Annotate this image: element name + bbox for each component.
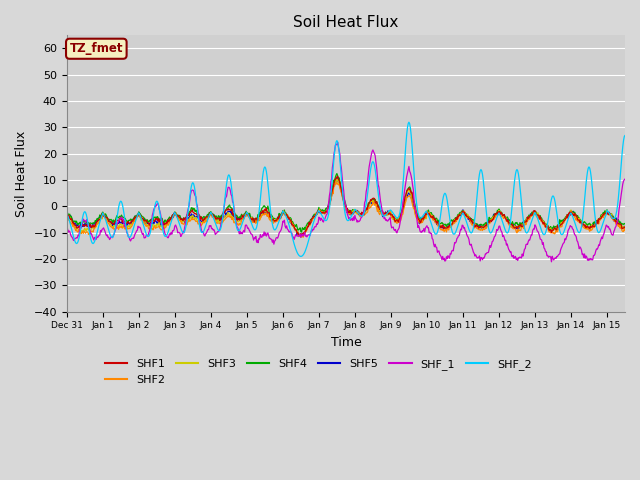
SHF1 (420, 215, 428, 221)
SHF_1 (622, 177, 630, 183)
SHF_1 (334, 139, 342, 145)
SHF1 (334, 173, 342, 179)
Title: Soil Heat Flux: Soil Heat Flux (293, 15, 399, 30)
SHF5 (63, 213, 70, 218)
SHF_1 (419, 228, 427, 234)
SHF1 (184, 212, 192, 217)
Line: SHF1: SHF1 (67, 176, 626, 235)
X-axis label: Time: Time (330, 336, 361, 349)
SHF1 (622, 225, 630, 231)
SHF_2 (420, 212, 428, 217)
SHF_1 (184, 205, 192, 211)
Line: SHF5: SHF5 (67, 179, 626, 236)
SHF3 (420, 216, 428, 221)
SHF_1 (63, 222, 70, 228)
SHF_2 (499, 219, 506, 225)
SHF_2 (63, 211, 70, 216)
Line: SHF_1: SHF_1 (67, 142, 626, 262)
SHF_2 (297, 253, 305, 259)
SHF3 (63, 213, 70, 218)
SHF4 (370, 197, 378, 203)
SHF_1 (449, 248, 456, 253)
SHF5 (370, 199, 378, 204)
SHF2 (420, 216, 428, 222)
SHF2 (499, 214, 506, 219)
SHF1 (296, 232, 303, 238)
SHF5 (622, 227, 630, 233)
SHF2 (333, 179, 340, 185)
SHF_1 (389, 224, 397, 230)
SHF5 (420, 214, 428, 219)
SHF5 (449, 220, 457, 226)
SHF4 (499, 213, 506, 219)
SHF4 (63, 210, 70, 216)
SHF3 (184, 216, 192, 222)
SHF_2 (622, 134, 630, 140)
SHF3 (449, 220, 457, 226)
SHF5 (296, 233, 304, 239)
SHF5 (184, 216, 192, 221)
Line: SHF_2: SHF_2 (67, 122, 626, 256)
Line: SHF2: SHF2 (67, 182, 626, 237)
SHF_2 (369, 159, 377, 165)
SHF4 (333, 171, 340, 177)
Line: SHF3: SHF3 (67, 179, 626, 237)
SHF2 (63, 213, 70, 218)
SHF3 (370, 199, 378, 204)
Y-axis label: Soil Heat Flux: Soil Heat Flux (15, 131, 28, 216)
SHF4 (622, 222, 630, 228)
SHF4 (420, 214, 428, 220)
SHF5 (334, 176, 342, 181)
SHF2 (184, 219, 192, 225)
SHF3 (622, 226, 630, 231)
SHF_1 (548, 259, 556, 264)
SHF4 (390, 216, 397, 221)
SHF1 (390, 214, 397, 219)
SHF1 (449, 218, 457, 224)
SHF5 (390, 216, 397, 222)
SHF_2 (184, 207, 192, 213)
Line: SHF4: SHF4 (67, 174, 626, 232)
SHF2 (300, 234, 307, 240)
SHF1 (63, 211, 70, 216)
SHF4 (298, 229, 305, 235)
Text: TZ_fmet: TZ_fmet (70, 42, 123, 55)
SHF3 (332, 176, 340, 181)
SHF_1 (369, 147, 377, 153)
Legend: SHF1, SHF2, SHF3, SHF4, SHF5, SHF_1, SHF_2: SHF1, SHF2, SHF3, SHF4, SHF5, SHF_1, SHF… (100, 355, 536, 389)
SHF3 (499, 212, 506, 218)
SHF1 (370, 195, 378, 201)
SHF2 (622, 225, 630, 230)
SHF2 (370, 200, 378, 206)
SHF4 (184, 211, 192, 217)
SHF5 (499, 212, 506, 218)
SHF1 (499, 213, 506, 218)
SHF_1 (498, 229, 506, 235)
SHF3 (390, 215, 397, 220)
SHF_2 (389, 210, 397, 216)
SHF2 (390, 216, 397, 221)
SHF_2 (405, 120, 413, 125)
SHF3 (297, 234, 305, 240)
SHF4 (449, 217, 457, 223)
SHF2 (449, 221, 457, 227)
SHF_2 (449, 231, 457, 237)
